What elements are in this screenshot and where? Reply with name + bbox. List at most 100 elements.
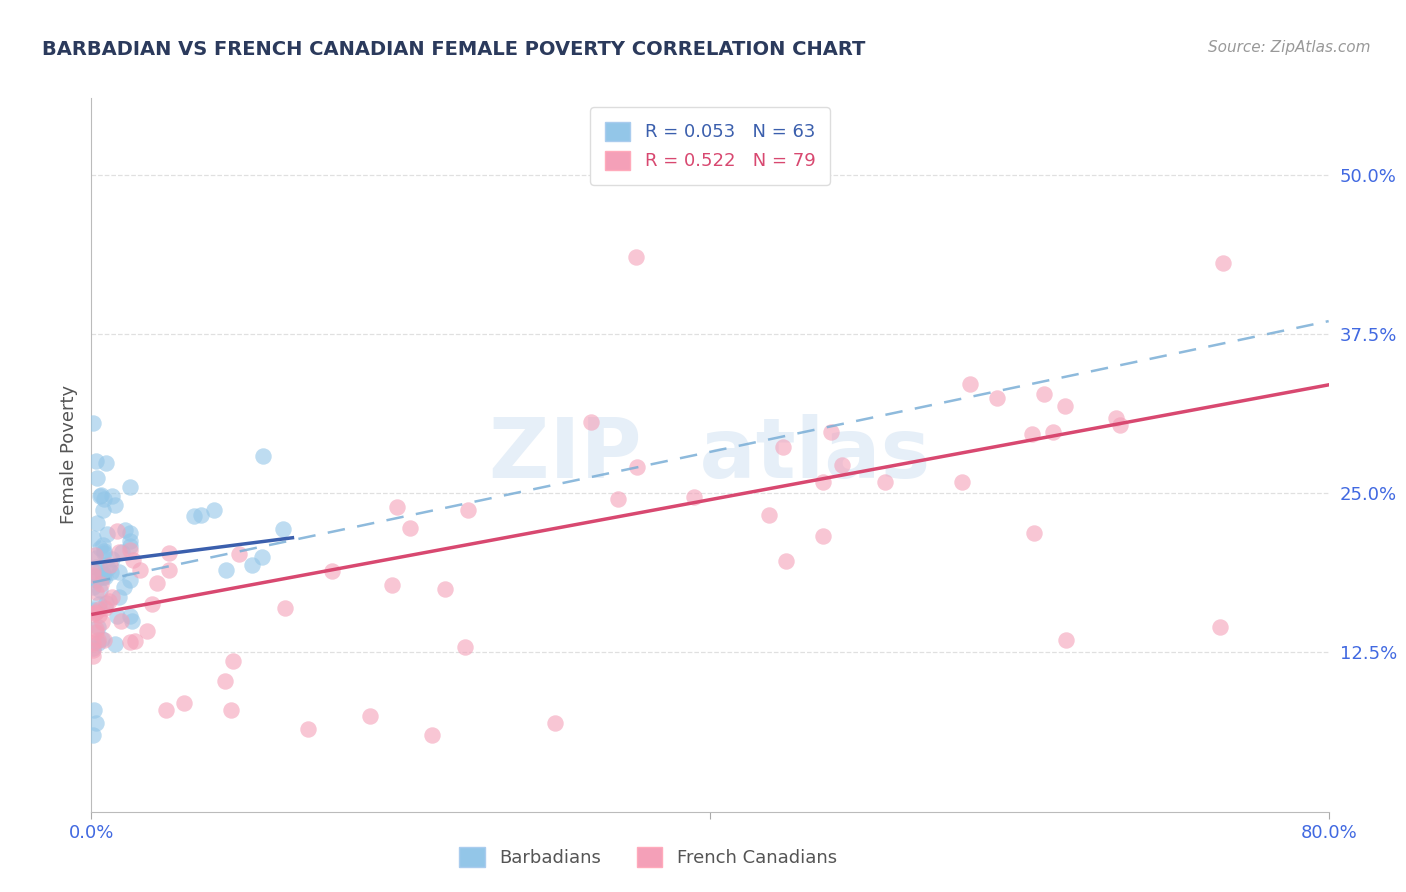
Point bbox=[959, 376, 981, 391]
Point bbox=[84, 454, 107, 468]
Point bbox=[381, 577, 404, 591]
Point bbox=[89, 541, 111, 556]
Point bbox=[105, 608, 128, 623]
Point bbox=[120, 609, 141, 624]
Point bbox=[121, 614, 143, 628]
Point bbox=[157, 563, 180, 577]
Point bbox=[183, 509, 205, 524]
Point bbox=[121, 553, 143, 567]
Point bbox=[1042, 425, 1064, 440]
Point bbox=[606, 491, 628, 506]
Point bbox=[120, 573, 141, 587]
Point bbox=[84, 623, 107, 637]
Point bbox=[91, 538, 114, 552]
Point bbox=[94, 569, 117, 583]
Point bbox=[141, 598, 163, 612]
Point bbox=[682, 490, 704, 504]
Point bbox=[97, 594, 120, 608]
Point bbox=[86, 471, 108, 485]
Point bbox=[82, 570, 104, 584]
Point bbox=[105, 524, 128, 539]
Point bbox=[104, 637, 127, 651]
Point bbox=[190, 508, 212, 523]
Point bbox=[86, 620, 108, 634]
Point bbox=[93, 546, 115, 560]
Point bbox=[273, 600, 295, 615]
Point bbox=[94, 596, 117, 610]
Point bbox=[385, 500, 408, 515]
Point bbox=[100, 565, 122, 579]
Point bbox=[89, 598, 111, 612]
Point bbox=[1021, 426, 1043, 441]
Point bbox=[84, 607, 107, 621]
Point bbox=[222, 655, 245, 669]
Point bbox=[986, 391, 1008, 405]
Point bbox=[626, 459, 648, 474]
Point bbox=[252, 449, 274, 463]
Point bbox=[82, 580, 104, 594]
Point bbox=[297, 722, 319, 736]
Point bbox=[82, 728, 104, 742]
Point bbox=[84, 605, 107, 619]
Point bbox=[82, 642, 104, 657]
Point bbox=[457, 503, 479, 517]
Point bbox=[831, 458, 853, 472]
Point bbox=[321, 565, 343, 579]
Point bbox=[90, 488, 112, 502]
Point bbox=[93, 544, 115, 558]
Point bbox=[94, 600, 117, 615]
Point bbox=[110, 614, 132, 628]
Point bbox=[82, 636, 104, 650]
Point bbox=[82, 649, 104, 664]
Point bbox=[91, 569, 114, 583]
Point bbox=[86, 625, 108, 640]
Point bbox=[173, 697, 195, 711]
Point bbox=[87, 608, 110, 623]
Point bbox=[91, 632, 114, 647]
Point bbox=[89, 489, 111, 503]
Point bbox=[228, 547, 250, 561]
Point bbox=[581, 415, 603, 429]
Point bbox=[544, 715, 567, 730]
Point bbox=[93, 566, 115, 580]
Point bbox=[108, 590, 131, 604]
Point bbox=[83, 703, 105, 717]
Point bbox=[101, 591, 124, 605]
Point bbox=[758, 508, 780, 523]
Point bbox=[155, 703, 177, 717]
Point bbox=[90, 615, 112, 629]
Point bbox=[772, 440, 794, 454]
Point bbox=[1022, 526, 1045, 541]
Point bbox=[124, 634, 146, 648]
Point bbox=[82, 568, 104, 582]
Point bbox=[271, 522, 294, 536]
Point bbox=[1212, 256, 1234, 270]
Point bbox=[120, 480, 141, 494]
Point bbox=[82, 564, 104, 578]
Point bbox=[624, 251, 647, 265]
Text: Source: ZipAtlas.com: Source: ZipAtlas.com bbox=[1208, 40, 1371, 55]
Point bbox=[112, 580, 135, 594]
Point bbox=[420, 728, 443, 742]
Y-axis label: Female Poverty: Female Poverty bbox=[59, 385, 77, 524]
Point bbox=[1105, 410, 1128, 425]
Point bbox=[83, 548, 105, 562]
Point bbox=[204, 503, 226, 517]
Point bbox=[110, 545, 132, 559]
Point bbox=[84, 715, 107, 730]
Point bbox=[86, 516, 108, 531]
Point bbox=[120, 539, 141, 553]
Point bbox=[950, 475, 973, 489]
Point bbox=[108, 545, 131, 559]
Point bbox=[359, 709, 381, 723]
Point bbox=[87, 632, 110, 647]
Point bbox=[775, 554, 797, 568]
Point bbox=[120, 526, 141, 541]
Point bbox=[1108, 418, 1130, 433]
Text: ZIP  atlas: ZIP atlas bbox=[489, 415, 931, 495]
Point bbox=[82, 531, 104, 545]
Point bbox=[91, 503, 114, 517]
Point bbox=[454, 640, 477, 654]
Point bbox=[120, 533, 141, 548]
Point bbox=[89, 562, 111, 576]
